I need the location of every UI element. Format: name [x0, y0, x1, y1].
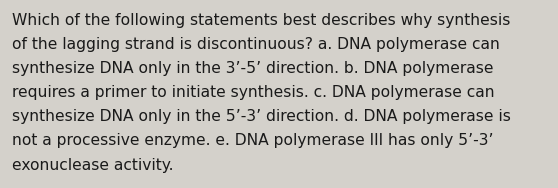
Text: not a processive enzyme. e. DNA polymerase III has only 5’-3’: not a processive enzyme. e. DNA polymera…	[12, 133, 494, 149]
Text: of the lagging strand is discontinuous? a. DNA polymerase can: of the lagging strand is discontinuous? …	[12, 37, 500, 52]
Text: exonuclease activity.: exonuclease activity.	[12, 158, 174, 173]
Text: requires a primer to initiate synthesis. c. DNA polymerase can: requires a primer to initiate synthesis.…	[12, 85, 495, 100]
Text: synthesize DNA only in the 5’-3’ direction. d. DNA polymerase is: synthesize DNA only in the 5’-3’ directi…	[12, 109, 511, 124]
Text: Which of the following statements best describes why synthesis: Which of the following statements best d…	[12, 13, 511, 28]
Text: synthesize DNA only in the 3’-5’ direction. b. DNA polymerase: synthesize DNA only in the 3’-5’ directi…	[12, 61, 494, 76]
